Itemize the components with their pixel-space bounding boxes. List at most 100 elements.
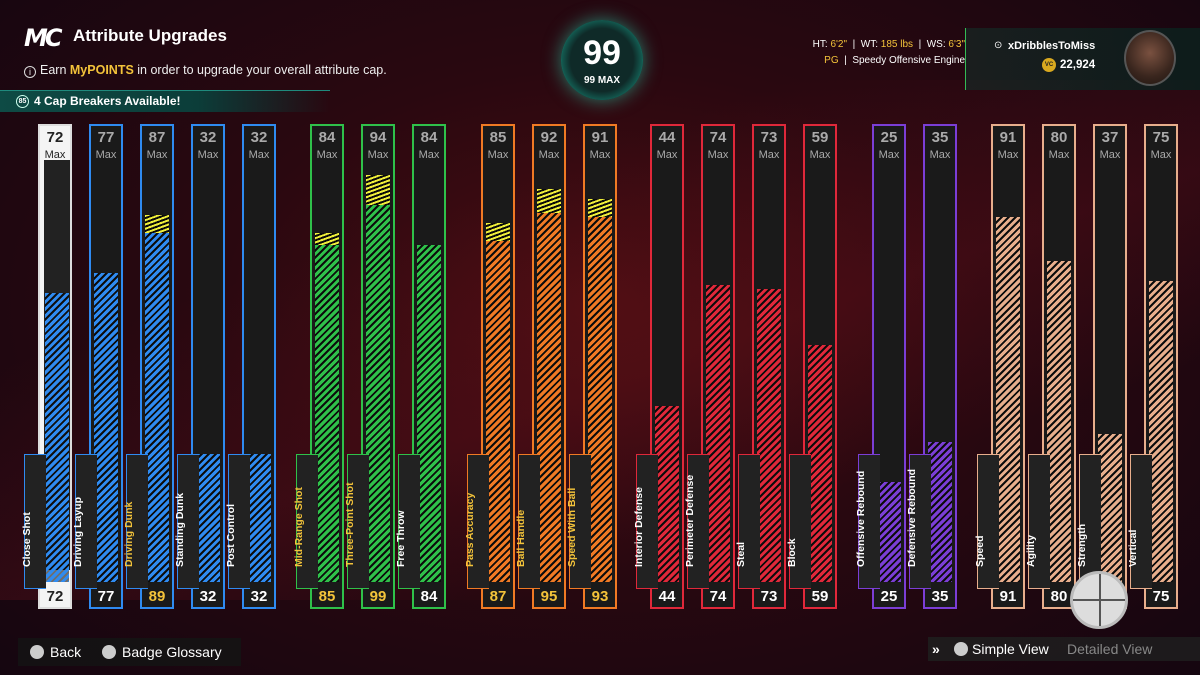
user-card: ⊙ xDribblesToMiss VC 22,924 [965, 28, 1200, 90]
attribute-fill-bar [196, 454, 220, 582]
attribute-column-strength[interactable]: 37MaxStrength37 [1076, 124, 1127, 609]
attribute-column-close-shot[interactable]: 72 Max Close Shot 72 [21, 124, 72, 609]
attribute-name: Standing Dunk [174, 492, 186, 567]
double-chevron-icon: » [932, 641, 940, 657]
max-label: Max [997, 149, 1019, 161]
max-value: 87 [148, 129, 166, 146]
attribute-column-perimeter-defense[interactable]: 74 Max Perimeter Defense 74 [684, 124, 735, 609]
vc-balance: 22,924 [1060, 59, 1096, 71]
simple-view-button[interactable]: Simple View [972, 641, 1049, 657]
current-value: 93 [591, 588, 609, 605]
attribute-column-offensive-rebound[interactable]: 25 Max Offensive Rebound 25 [855, 124, 906, 609]
attribute-column-mid-range-shot[interactable]: 84 Max Mid-Range Shot 85 [293, 124, 344, 609]
attribute-column-steal[interactable]: 73 Max Steal 73 [735, 124, 786, 609]
attribute-column-pass-accuracy[interactable]: 85 Max Pass Accuracy 87 [464, 124, 515, 609]
attribute-fill-bar [877, 482, 901, 582]
current-value: 35 [931, 588, 949, 605]
current-value: 87 [489, 588, 507, 605]
current-value: 99 [369, 588, 387, 605]
attribute-column-vertical[interactable]: 75 Max Vertical 75 [1127, 124, 1178, 609]
attribute-column-driving-dunk[interactable]: 87 Max Driving Dunk 89 [123, 124, 174, 609]
badge-glossary-button[interactable]: Badge Glossary [102, 638, 222, 666]
player-bio: HT: 6'2" | WT: 185 lbs | WS: 6'3" PG | S… [740, 39, 965, 66]
max-label: Max [809, 149, 831, 161]
attribute-column-speed-with-ball[interactable]: 91 Max Speed With Ball 93 [566, 124, 617, 609]
info-prefix: Earn [40, 63, 70, 77]
max-label: Max [589, 149, 611, 161]
attribute-name: Defensive Rebound [906, 468, 918, 567]
cap-breaker-boost [315, 233, 339, 245]
attribute-column-free-throw[interactable]: 84 Max Free Throw 84 [395, 124, 446, 609]
max-value: 94 [369, 129, 387, 146]
cap-breaker-boost [486, 223, 510, 241]
max-value: 37 [1101, 129, 1119, 146]
current-value: 74 [709, 588, 727, 605]
attribute-column-standing-dunk[interactable]: 32 Max Standing Dunk 32 [174, 124, 225, 609]
max-label: Max [197, 149, 219, 161]
basketball-icon[interactable] [1070, 571, 1128, 629]
attribute-column-block[interactable]: 59 Max Block 59 [786, 124, 837, 609]
current-value: 77 [97, 588, 115, 605]
attribute-name: Perimeter Defense [684, 474, 696, 567]
attribute-column-driving-layup[interactable]: 77 Max Driving Layup 77 [72, 124, 123, 609]
info-text: i Earn MyPOINTS in order to upgrade your … [24, 63, 387, 78]
max-label: Max [878, 149, 900, 161]
max-label: Max [1150, 149, 1172, 161]
label-tab [296, 454, 318, 589]
max-label: Max [929, 149, 951, 161]
attribute-column-defensive-rebound[interactable]: 35 Max Defensive Rebound 35 [906, 124, 957, 609]
max-value: 25 [880, 129, 898, 146]
ws-value: 6'3" [948, 39, 965, 50]
attribute-column-agility[interactable]: 80 Max Agility 80 [1025, 124, 1076, 609]
attribute-fill-bar [928, 442, 952, 582]
attribute-column-interior-defense[interactable]: 44 Max Interior Defense 44 [633, 124, 684, 609]
attribute-column-ball-handle[interactable]: 92 Max Ball Handle 95 [515, 124, 566, 609]
max-value: 32 [199, 129, 217, 146]
max-value: 80 [1050, 129, 1068, 146]
attribute-name: Ball Handle [515, 509, 527, 567]
attribute-fill-bar [145, 233, 169, 582]
vc-coin-icon: VC [1042, 58, 1056, 72]
cap-breaker-boost [588, 199, 612, 217]
label-tab [1130, 454, 1152, 589]
label-tab [1028, 454, 1050, 589]
attribute-fill-bar [1098, 434, 1122, 582]
max-label: Max [367, 149, 389, 161]
detailed-view-button[interactable]: Detailed View [1067, 641, 1153, 657]
attribute-column-three-point-shot[interactable]: 94 Max Three-Point Shot 99 [344, 124, 395, 609]
max-label: Max [316, 149, 338, 161]
attribute-fill-bar [247, 454, 271, 582]
max-value: 84 [420, 129, 438, 146]
label-tab [858, 454, 880, 589]
attribute-fill-bar [94, 273, 118, 582]
attribute-column-post-control[interactable]: 32 Max Post Control 32 [225, 124, 276, 609]
current-value: 25 [880, 588, 898, 605]
max-value: 59 [811, 129, 829, 146]
attribute-fill-bar [757, 289, 781, 582]
max-value: 92 [540, 129, 558, 146]
current-value: 73 [760, 588, 778, 605]
max-value: 35 [931, 129, 949, 146]
max-value: 91 [591, 129, 609, 146]
attribute-column-speed[interactable]: 91 Max Speed 91 [974, 124, 1025, 609]
back-button[interactable]: Back [30, 638, 81, 666]
max-value: 77 [97, 129, 115, 146]
attribute-name: Strength [1076, 523, 1088, 567]
bio-row-measurements: HT: 6'2" | WT: 185 lbs | WS: 6'3" [812, 39, 965, 50]
ht-label: HT: [812, 39, 828, 50]
badge-glossary-label: Badge Glossary [122, 644, 222, 660]
cap-breakers-label: 4 Cap Breakers Available! [34, 94, 181, 108]
max-label: Max [487, 149, 509, 161]
attribute-fill-bar [45, 293, 69, 582]
label-tab [687, 454, 709, 589]
attribute-fill-bar [1149, 281, 1173, 582]
attribute-name: Offensive Rebound [855, 470, 867, 567]
attribute-name: Vertical [1127, 529, 1139, 567]
attribute-fill-bar [486, 241, 510, 582]
attribute-name: Speed With Ball [566, 487, 578, 567]
gamertag: xDribblesToMiss [1008, 40, 1096, 52]
label-tab [518, 454, 540, 589]
info-suffix: in order to upgrade your overall attribu… [133, 63, 387, 77]
mycareer-logo: MC [24, 24, 63, 52]
label-tab [126, 454, 148, 589]
